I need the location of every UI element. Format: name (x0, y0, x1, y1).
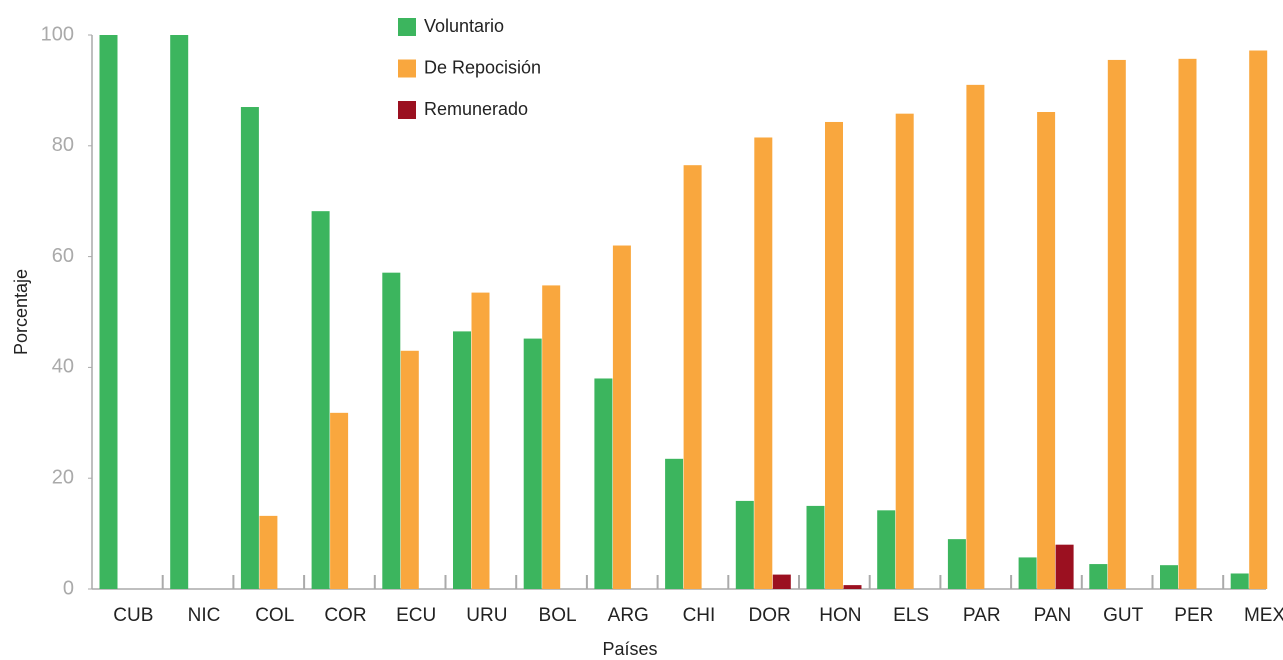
y-tick-label: 80 (52, 134, 74, 156)
x-tick-label: BOL (539, 605, 577, 626)
bar (877, 510, 896, 589)
x-tick-label: PAN (1034, 605, 1072, 626)
bar (947, 539, 966, 589)
x-tick-label: MEX (1244, 605, 1283, 626)
bar (825, 121, 843, 589)
y-tick-label: 0 (63, 577, 74, 599)
bar (665, 458, 684, 589)
y-tick-label: 20 (52, 466, 74, 488)
bar (1249, 50, 1268, 589)
bar (806, 505, 825, 589)
x-tick-label: CHI (683, 605, 716, 626)
bar (1160, 565, 1178, 589)
bar (1055, 544, 1074, 589)
bar (843, 585, 862, 589)
bar (382, 272, 401, 589)
y-tick-label: 100 (41, 23, 74, 45)
y-tick-label: 60 (52, 245, 74, 267)
x-tick-label: ARG (608, 605, 649, 626)
legend-label: Remunerado (424, 99, 528, 119)
x-tick-label: NIC (188, 605, 221, 626)
bar (683, 165, 702, 589)
y-tick-label: 40 (52, 356, 74, 378)
bar (259, 515, 278, 589)
legend-label: Voluntario (424, 16, 504, 36)
x-tick-label: ECU (396, 605, 436, 626)
bar (1089, 564, 1108, 589)
bar (99, 35, 118, 589)
legend-swatch (398, 18, 416, 36)
x-axis-label: Países (602, 639, 657, 659)
x-tick-label: HON (819, 605, 861, 626)
bar (772, 574, 791, 589)
bar (330, 412, 349, 589)
x-tick-label: DOR (749, 605, 791, 626)
bar (523, 338, 542, 589)
legend-swatch (398, 101, 416, 119)
bar (471, 292, 490, 589)
legend-swatch (398, 59, 416, 78)
x-tick-label: PAR (963, 605, 1001, 626)
bar (1107, 59, 1126, 590)
bar (1178, 58, 1197, 589)
bar (895, 113, 914, 589)
x-tick-label: URU (466, 605, 507, 626)
bar (311, 211, 330, 589)
bar (594, 378, 613, 589)
bar (966, 84, 985, 590)
y-axis-label: Porcentaje (11, 269, 31, 355)
bar (453, 331, 471, 589)
x-tick-label: COR (324, 605, 366, 626)
x-tick-label: ELS (893, 605, 929, 626)
legend-label: De Repocisión (424, 57, 541, 77)
x-tick-label: GUT (1103, 605, 1144, 626)
bar (170, 35, 189, 589)
bar (1230, 573, 1249, 589)
bar (612, 245, 631, 589)
bar (240, 107, 259, 590)
bar (754, 137, 773, 590)
bar (1037, 112, 1056, 590)
x-tick-label: CUB (113, 605, 153, 626)
bar (542, 285, 561, 589)
x-tick-label: PER (1174, 605, 1213, 626)
bar (735, 500, 754, 589)
bar (1018, 557, 1037, 589)
x-tick-label: COL (255, 605, 294, 626)
bar (400, 350, 419, 589)
